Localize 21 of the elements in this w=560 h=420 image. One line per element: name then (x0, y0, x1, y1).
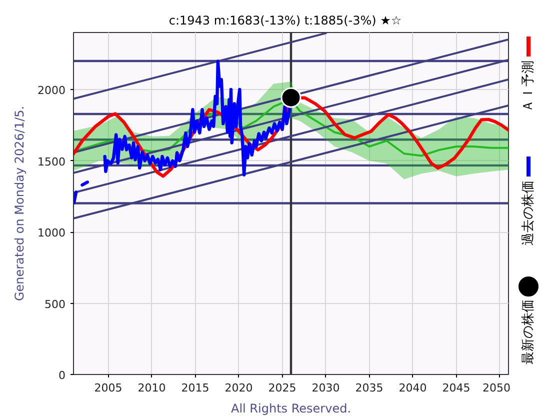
x-tick-label: 2025 (268, 382, 296, 394)
y-tick-label: 500 (44, 298, 66, 311)
x-tick-label: 2040 (398, 382, 427, 394)
x-tick-label: 2005 (94, 382, 122, 394)
text: All Rights Reserved. (230, 402, 352, 416)
y-tick-label: 1000 (38, 226, 66, 240)
x-tick-label: 2035 (355, 382, 384, 394)
x-tick-label: 2015 (181, 382, 210, 394)
x-tick-label: 2050 (482, 382, 511, 394)
x-tick-label: 2030 (312, 382, 340, 394)
legend-label: ＡＩ予測 (521, 60, 536, 112)
x-tick-label: 2010 (138, 382, 166, 394)
y-tick-label: 1500 (38, 155, 66, 168)
x-tick-label: 2020 (224, 382, 253, 394)
y-tick-label: 0 (58, 369, 66, 382)
y-tick-label: 2000 (38, 84, 66, 97)
y-axis-title: Generated on Monday 2026/1/5. (12, 106, 27, 302)
chart-title: c:1943 m:1683(-13%) t:1885(-3%) ★☆ (168, 14, 402, 28)
legend-label: 最新の株価 (521, 300, 536, 364)
x-tick-label: 2045 (442, 382, 470, 394)
legend-label: 過去の株価 (521, 180, 536, 246)
